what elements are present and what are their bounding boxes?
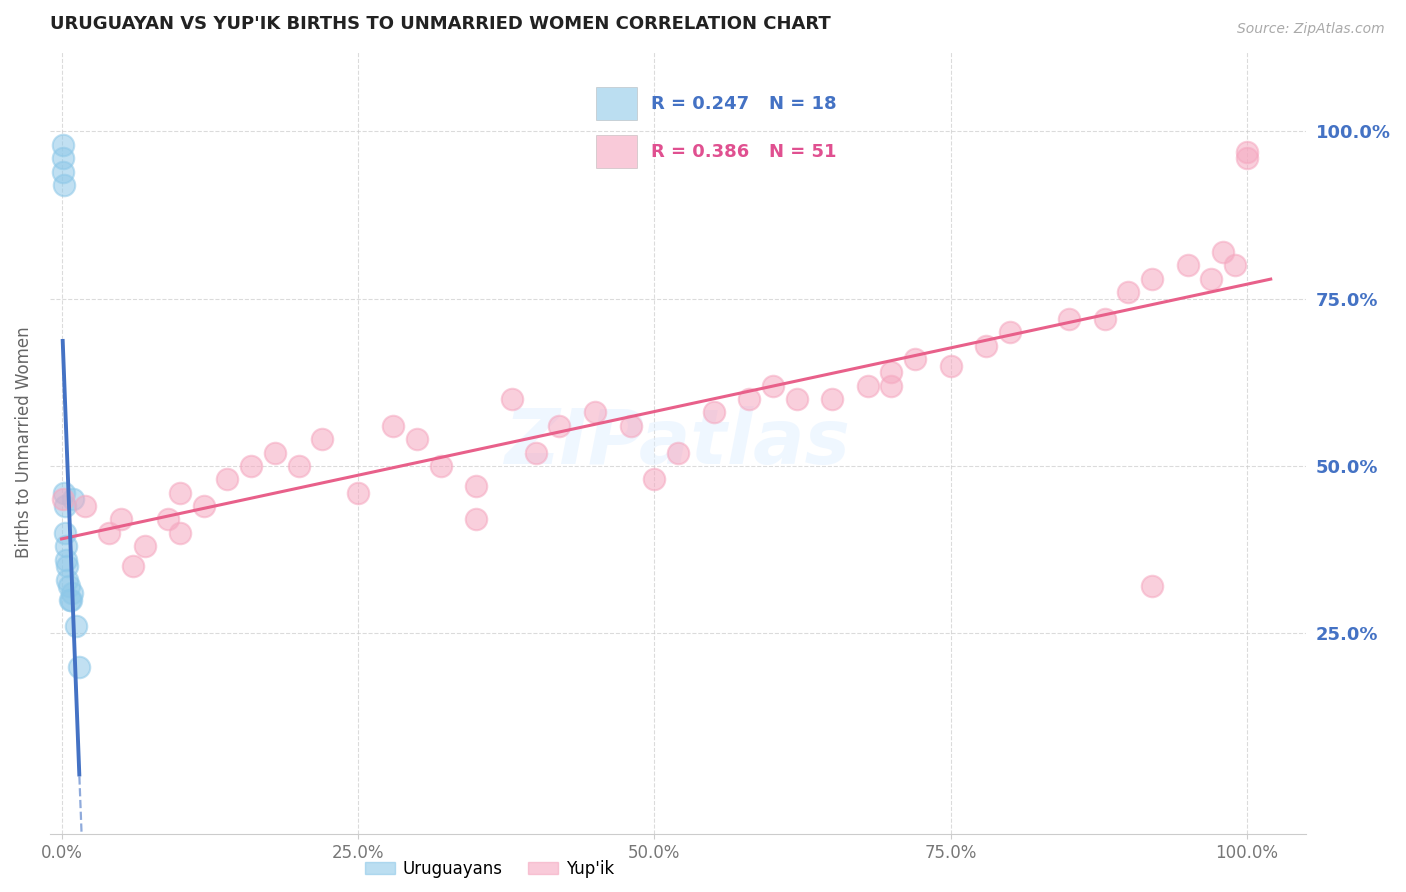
Point (59, 592, 82, 607)
Point (58, 579, 80, 593)
Point (904, 351, 927, 366)
Point (786, 392, 808, 406)
Point (666, 445, 689, 459)
Legend: Uruguayans, Yup'ik: Uruguayans, Yup'ik (359, 853, 621, 884)
Text: URUGUAYAN VS YUP'IK BIRTHS TO UNMARRIED WOMEN CORRELATION CHART: URUGUAYAN VS YUP'IK BIRTHS TO UNMARRIED … (49, 15, 831, 33)
Point (56, 559, 79, 574)
Point (53, 525, 76, 540)
Point (60, 592, 83, 607)
Point (643, 472, 665, 486)
Point (465, 512, 488, 526)
Point (311, 432, 333, 446)
Point (1223, 258, 1246, 272)
Point (169, 525, 191, 540)
Point (264, 445, 287, 459)
Point (998, 325, 1021, 339)
Point (97, 525, 120, 540)
Point (430, 458, 453, 473)
Text: N = 18: N = 18 (769, 95, 837, 112)
Point (821, 392, 844, 406)
Point (56, 573, 79, 587)
Point (548, 418, 571, 433)
Point (65, 619, 87, 633)
Point (52, 164, 75, 178)
Point (193, 499, 215, 513)
Point (55, 552, 77, 566)
Point (75, 499, 97, 513)
Point (52, 151, 75, 165)
Point (856, 378, 879, 392)
Point (762, 378, 785, 392)
Point (939, 359, 962, 373)
Point (738, 392, 761, 406)
Point (110, 512, 132, 526)
Point (382, 418, 405, 433)
Point (157, 512, 180, 526)
Point (52, 137, 75, 152)
FancyBboxPatch shape (596, 136, 637, 168)
Point (702, 405, 724, 419)
Text: R = 0.386: R = 0.386 (651, 143, 749, 161)
Point (217, 472, 239, 486)
Point (583, 405, 606, 419)
Point (465, 479, 488, 493)
Point (52, 178, 75, 192)
Point (1177, 258, 1199, 272)
Point (134, 539, 156, 553)
Point (55, 539, 77, 553)
Point (1236, 151, 1258, 165)
Text: N = 51: N = 51 (769, 143, 837, 161)
Point (60, 586, 83, 600)
Point (1201, 271, 1223, 285)
FancyBboxPatch shape (596, 87, 637, 120)
Point (524, 445, 547, 459)
Point (1140, 271, 1163, 285)
Point (347, 485, 370, 500)
Text: Source: ZipAtlas.com: Source: ZipAtlas.com (1237, 22, 1385, 37)
Text: R = 0.247: R = 0.247 (651, 95, 749, 112)
Point (240, 458, 263, 473)
Point (52, 492, 75, 507)
Point (53, 499, 76, 513)
Point (406, 432, 429, 446)
Point (501, 392, 523, 406)
Point (1094, 311, 1116, 326)
Point (121, 559, 143, 574)
Point (1140, 579, 1163, 593)
Point (974, 338, 997, 352)
Point (880, 378, 903, 392)
Y-axis label: Births to Unmarried Women: Births to Unmarried Women (15, 326, 32, 558)
Point (287, 458, 309, 473)
Point (169, 485, 191, 500)
Point (1236, 145, 1258, 159)
Point (880, 365, 903, 379)
Point (619, 418, 641, 433)
Point (1118, 285, 1140, 299)
Point (67, 659, 90, 673)
Point (1057, 311, 1080, 326)
Text: ZIPatlas: ZIPatlas (505, 406, 851, 480)
Point (62, 492, 84, 507)
Point (52, 485, 75, 500)
Point (1212, 244, 1234, 259)
